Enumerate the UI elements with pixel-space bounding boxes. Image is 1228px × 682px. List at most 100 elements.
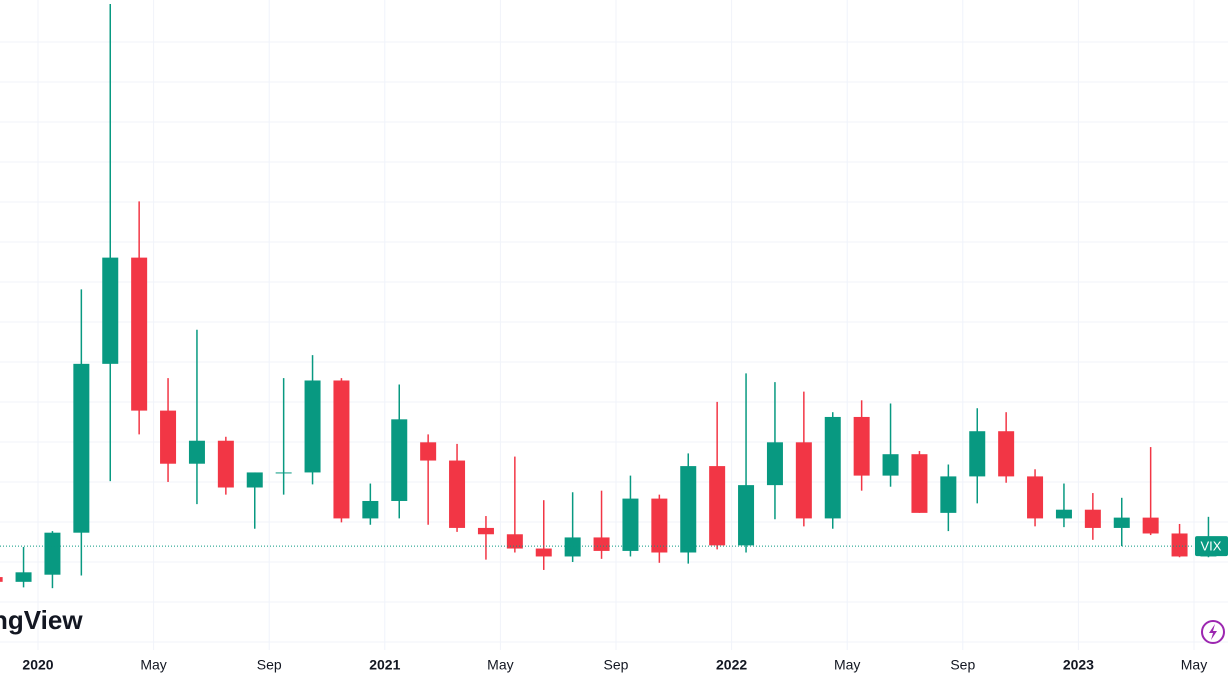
candle [304, 355, 321, 485]
candle [709, 401, 726, 550]
candle [449, 443, 466, 532]
candle [1027, 469, 1044, 527]
candle [333, 378, 350, 523]
x-tick-label: May [834, 657, 860, 673]
candle [824, 412, 841, 529]
candle-body [275, 472, 292, 474]
candle-body [246, 472, 263, 488]
candle-body [1142, 517, 1159, 534]
candle [73, 289, 90, 576]
candle-body [188, 440, 205, 464]
x-tick-label: May [140, 657, 166, 673]
candle [420, 434, 437, 525]
candle [593, 490, 610, 559]
candle-body [160, 410, 177, 464]
candle [506, 456, 523, 553]
candle-body [0, 577, 3, 582]
watermark: ngView [0, 605, 83, 635]
candle-body [998, 431, 1015, 477]
candle-body [853, 416, 870, 476]
candle-body [506, 534, 523, 549]
candle [766, 382, 783, 520]
candle [651, 494, 668, 563]
candle [564, 492, 581, 563]
candle-body [102, 257, 119, 364]
x-tick-label: Sep [950, 657, 975, 673]
candle-body [477, 527, 494, 535]
candle-body [622, 498, 639, 551]
candle-body [1113, 517, 1130, 528]
candle-body [304, 380, 321, 473]
candle-body [420, 442, 437, 461]
candle-body [217, 440, 234, 488]
candle-body [940, 476, 957, 513]
candle-body [44, 532, 61, 575]
candle-body [73, 363, 90, 533]
x-tick-label: 2020 [22, 657, 53, 673]
candle [969, 408, 986, 504]
candle-body [709, 466, 726, 546]
logo-circle [1201, 620, 1225, 644]
candle-body [593, 537, 610, 551]
candle-body [1084, 509, 1101, 528]
x-tick-label: 2022 [716, 657, 747, 673]
candle [391, 384, 408, 519]
candle [188, 329, 205, 505]
last-price-tag [1195, 536, 1228, 557]
candle-body [911, 454, 928, 513]
candle [246, 472, 263, 529]
candles [0, 3, 1217, 589]
candle [1055, 483, 1072, 528]
candle [160, 378, 177, 482]
candle-body [824, 416, 841, 519]
candle-body [449, 460, 466, 528]
candle-body [1171, 533, 1188, 557]
candle [102, 3, 119, 482]
x-tick-label: 2021 [369, 657, 400, 673]
candle-body [795, 442, 812, 519]
candle [0, 577, 3, 582]
candle [362, 483, 379, 525]
candle [1084, 493, 1101, 540]
candle-body [1055, 509, 1072, 519]
candle [853, 400, 870, 491]
candle-body [535, 548, 552, 557]
candle [477, 516, 494, 560]
candle [940, 464, 957, 532]
candle [44, 531, 61, 589]
x-tick-label: May [487, 657, 513, 673]
candle-body [882, 454, 899, 476]
candle [738, 373, 755, 553]
candle [535, 500, 552, 570]
series-name-tag: VIX [1201, 539, 1222, 554]
candle [1142, 447, 1159, 536]
candle-body [564, 537, 581, 557]
x-tick-label: 2023 [1063, 657, 1094, 673]
candle-body [333, 380, 350, 519]
x-tick-label: Sep [604, 657, 629, 673]
candle [882, 403, 899, 487]
x-tick-label: May [1181, 657, 1207, 673]
candle-body [969, 431, 986, 477]
candle [1113, 497, 1130, 547]
candle-body [738, 485, 755, 546]
logo-button[interactable] [1201, 620, 1225, 644]
candle-body [131, 257, 148, 411]
candle [680, 453, 697, 564]
candle [998, 412, 1015, 483]
candle-body [362, 500, 379, 519]
candle-body [680, 466, 697, 553]
logo-bolt [1209, 624, 1217, 640]
candle-body [766, 442, 783, 486]
candle [911, 451, 928, 513]
candle-body [651, 498, 668, 553]
candle [1171, 523, 1188, 558]
x-tick-label: Sep [257, 657, 282, 673]
candle-body [1027, 476, 1044, 519]
candle [15, 546, 32, 588]
candle [217, 436, 234, 495]
candle-body [15, 572, 32, 582]
